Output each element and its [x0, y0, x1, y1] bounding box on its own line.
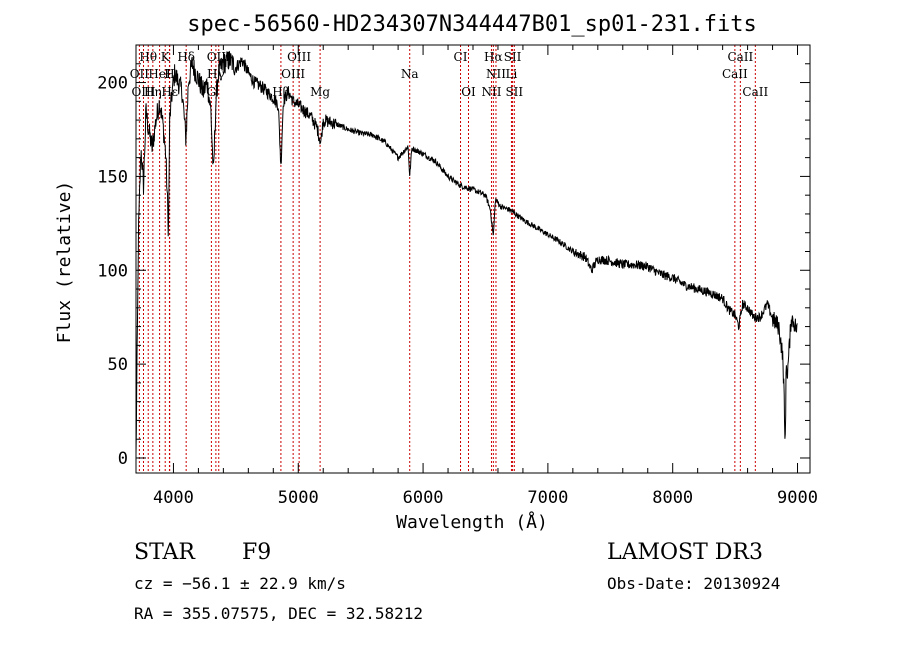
- y-axis-label: Flux (relative): [54, 181, 75, 344]
- y-tick-label: 200: [97, 74, 128, 94]
- line-marker-label: CaII: [727, 50, 753, 64]
- y-axis: 0 50 100 150 200: [97, 63, 810, 469]
- spectrum-series: [135, 50, 798, 455]
- line-marker-label: OII: [130, 67, 150, 81]
- line-marker-label: CaII: [742, 85, 768, 99]
- line-marker-label: OIII: [131, 85, 155, 99]
- line-marker-label: OIII: [281, 67, 305, 81]
- y-tick-label: 50: [108, 355, 128, 375]
- line-marker-label: Hθ: [139, 50, 157, 64]
- line-marker-label: Hε: [161, 85, 178, 99]
- x-tick-label: 9000: [777, 488, 818, 508]
- line-marker-label: OIII: [287, 50, 311, 64]
- line-marker-label: SII: [505, 85, 523, 99]
- line-marker-label: Li: [506, 67, 518, 81]
- plot-frame: [135, 44, 811, 474]
- line-marker-label: CaII: [722, 67, 748, 81]
- x-tick-label: 5000: [278, 488, 319, 508]
- line-marker-label: K: [161, 50, 171, 64]
- survey-name: LAMOST DR3: [607, 540, 763, 565]
- y-tick-label: 0: [118, 449, 128, 469]
- x-tick-label: 6000: [403, 488, 444, 508]
- y-tick-label: 100: [97, 261, 128, 281]
- line-marker-label: G: [207, 85, 217, 99]
- line-marker-label: NII: [481, 85, 501, 99]
- x-tick-label: 7000: [527, 488, 568, 508]
- spectrum-line: [135, 50, 798, 455]
- line-marker-label: Mg: [310, 85, 330, 99]
- x-tick-label: 4000: [153, 488, 194, 508]
- object-subclass: F9: [242, 540, 272, 565]
- x-axis: 4000 5000 6000 7000 8000 9000: [153, 45, 818, 508]
- line-marker-label: Hα: [484, 50, 503, 64]
- redshift-readout: cz = −56.1 ± 22.9 km/s: [134, 574, 346, 593]
- line-marker-label: CI: [454, 50, 468, 64]
- y-tick-label: 150: [97, 167, 128, 187]
- line-marker-label: Hη: [144, 85, 162, 99]
- line-marker-label: Hγ: [207, 67, 225, 81]
- x-axis-label: Wavelength (Å): [396, 511, 548, 533]
- observation-date: Obs-Date: 20130924: [607, 574, 781, 593]
- coordinates-readout: RA = 355.07575, DEC = 32.58212: [134, 604, 423, 623]
- line-marker-label: NII: [486, 67, 506, 81]
- chart-title: spec-56560-HD234307N344447B01_sp01-231.f…: [187, 12, 757, 37]
- x-tick-label: 8000: [652, 488, 693, 508]
- line-markers: [138, 45, 756, 473]
- line-marker-label: Hδ: [177, 50, 195, 64]
- line-marker-label: OI: [461, 85, 476, 99]
- line-marker-label: Na: [401, 67, 419, 81]
- line-marker-label: H: [164, 67, 174, 81]
- line-marker-label: SII: [504, 50, 522, 64]
- line-marker-label: HeI: [148, 67, 171, 81]
- object-class: STAR: [134, 540, 195, 565]
